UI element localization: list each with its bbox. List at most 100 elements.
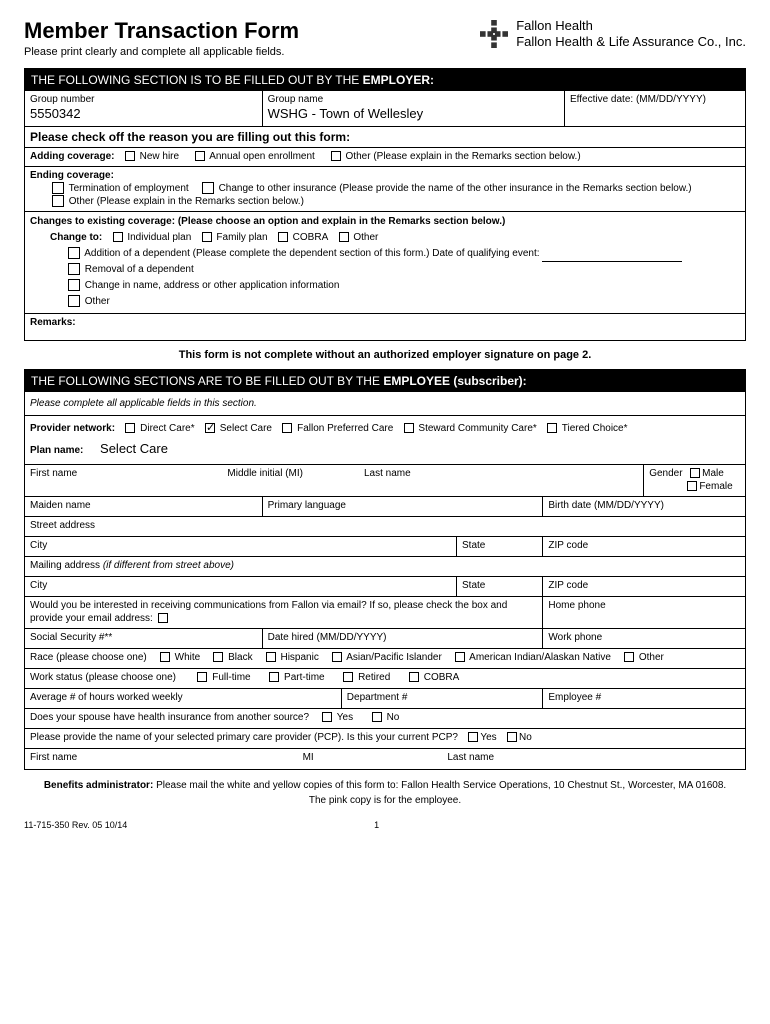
city-row-2: City State ZIP code <box>25 577 745 597</box>
checkbox-remove-dependent[interactable] <box>68 263 80 275</box>
checkbox-cobra[interactable] <box>278 232 288 242</box>
form-title: Member Transaction Form <box>24 18 299 44</box>
brand-line1: Fallon Health <box>516 18 746 34</box>
steward-label: Steward Community Care* <box>418 423 536 434</box>
fallon-logo-icon <box>480 20 508 48</box>
email-row: Would you be interested in receiving com… <box>25 597 745 629</box>
checkbox-parttime[interactable] <box>269 672 279 682</box>
checkbox-annual-enrollment[interactable] <box>195 151 205 161</box>
plan-name-label: Plan name: <box>30 445 83 456</box>
checkbox-spouse-no[interactable] <box>372 712 382 722</box>
checkbox-adding-other[interactable] <box>331 151 341 161</box>
plan-name-value[interactable]: Select Care <box>100 441 168 456</box>
employer-section-bar: THE FOLLOWING SECTION IS TO BE FILLED OU… <box>25 69 745 91</box>
name-row: First name Middle initial (MI) Last name… <box>25 465 745 497</box>
adding-label: Adding coverage: <box>30 151 114 162</box>
checkbox-steward[interactable] <box>404 423 414 433</box>
checkbox-retired[interactable] <box>343 672 353 682</box>
group-name-label: Group name <box>268 93 559 106</box>
pcp-yes-label: Yes <box>480 732 496 743</box>
checkbox-change-other[interactable] <box>339 232 349 242</box>
add-dependent-label: Addition of a dependent (Please complete… <box>84 248 539 259</box>
pcp-no-label: No <box>519 732 532 743</box>
checkbox-tiered[interactable] <box>547 423 557 433</box>
checkbox-change-insurance[interactable] <box>202 182 214 194</box>
employer-bar-prefix: THE FOLLOWING SECTION IS TO BE FILLED OU… <box>31 73 363 87</box>
date-hired-label: Date hired (MM/DD/YYYY) <box>263 629 544 648</box>
hispanic-label: Hispanic <box>280 652 318 663</box>
employer-row-1: Group number 5550342 Group name WSHG - T… <box>25 91 745 127</box>
checkbox-individual[interactable] <box>113 232 123 242</box>
work-status-label: Work status (please choose one) <box>30 672 176 683</box>
checkbox-male[interactable] <box>690 468 700 478</box>
checkbox-api[interactable] <box>332 652 342 662</box>
checkbox-new-hire[interactable] <box>125 151 135 161</box>
effective-date-value[interactable] <box>570 106 740 123</box>
checkbox-termination[interactable] <box>52 182 64 194</box>
primary-lang-label: Primary language <box>263 497 544 516</box>
reason-heading: Please check off the reason you are fill… <box>25 127 745 148</box>
checkbox-fallon-preferred[interactable] <box>282 423 292 433</box>
adding-other-label: Other (Please explain in the Remarks sec… <box>346 151 581 162</box>
checkbox-pcp-no[interactable] <box>507 732 517 742</box>
spouse-row: Does your spouse have health insurance f… <box>25 709 745 729</box>
city-label-2: City <box>25 577 457 596</box>
name-change-label: Change in name, address or other applica… <box>85 280 340 291</box>
state-label-1: State <box>457 537 543 556</box>
group-number-value[interactable]: 5550342 <box>30 106 257 123</box>
race-other-label: Other <box>639 652 664 663</box>
footer-row: 11-715-350 Rev. 05 10/14 1 <box>24 820 746 830</box>
checkbox-family[interactable] <box>202 232 212 242</box>
checkbox-pcp-yes[interactable] <box>468 732 478 742</box>
checkbox-ending-other[interactable] <box>52 195 64 207</box>
home-phone-label: Home phone <box>543 597 745 628</box>
tiered-label: Tiered Choice* <box>562 423 628 434</box>
qualifying-event-field[interactable] <box>542 251 682 262</box>
effective-date-label: Effective date: (MM/DD/YYYY) <box>570 93 740 106</box>
race-label: Race (please choose one) <box>30 652 147 663</box>
retired-label: Retired <box>358 672 390 683</box>
race-row: Race (please choose one) White Black His… <box>25 649 745 669</box>
avg-hours-label: Average # of hours worked weekly <box>25 689 342 708</box>
mi-label: Middle initial (MI) <box>227 467 361 480</box>
form-subtitle: Please print clearly and complete all ap… <box>24 46 299 58</box>
provider-label: Provider network: <box>30 423 115 434</box>
checkbox-changes-other2[interactable] <box>68 295 80 307</box>
pcp-first-label: First name <box>30 751 300 764</box>
direct-care-label: Direct Care* <box>140 423 194 434</box>
brand-line2: Fallon Health & Life Assurance Co., Inc. <box>516 34 746 50</box>
footer-text: Benefits administrator: Please mail the … <box>24 778 746 808</box>
employee-intro-row: Please complete all applicable fields in… <box>25 392 745 416</box>
select-care-label: Select Care <box>220 423 272 434</box>
group-name-value[interactable]: WSHG - Town of Wellesley <box>268 106 559 123</box>
parttime-label: Part-time <box>284 672 325 683</box>
checkbox-select-care[interactable] <box>205 423 215 433</box>
checkbox-fulltime[interactable] <box>197 672 207 682</box>
remarks-label: Remarks: <box>30 317 76 328</box>
employee-section-bar: THE FOLLOWING SECTIONS ARE TO BE FILLED … <box>25 370 745 392</box>
checkbox-add-dependent[interactable] <box>68 247 80 259</box>
brand-text: Fallon Health Fallon Health & Life Assur… <box>516 18 746 49</box>
checkbox-spouse-yes[interactable] <box>322 712 332 722</box>
change-insurance-label: Change to other insurance (Please provid… <box>219 183 692 194</box>
checkbox-email-optin[interactable] <box>158 613 168 623</box>
checkbox-direct-care[interactable] <box>125 423 135 433</box>
checkbox-hispanic[interactable] <box>266 652 276 662</box>
ssn-label: Social Security #** <box>25 629 263 648</box>
work-status-row: Work status (please choose one) Full-tim… <box>25 669 745 689</box>
checkbox-name-change[interactable] <box>68 279 80 291</box>
checkbox-race-other[interactable] <box>624 652 634 662</box>
city-label-1: City <box>25 537 457 556</box>
ssn-row: Social Security #** Date hired (MM/DD/YY… <box>25 629 745 649</box>
page-number: 1 <box>374 820 379 830</box>
checkbox-black[interactable] <box>213 652 223 662</box>
spouse-no-label: No <box>387 712 400 723</box>
api-label: Asian/Pacific Islander <box>346 652 442 663</box>
pink-copy-text: The pink copy is for the employee. <box>309 795 461 806</box>
male-label: Male <box>702 468 724 479</box>
checkbox-ws-cobra[interactable] <box>409 672 419 682</box>
checkbox-white[interactable] <box>160 652 170 662</box>
checkbox-female[interactable] <box>687 481 697 491</box>
header-left: Member Transaction Form Please print cle… <box>24 18 299 58</box>
checkbox-aian[interactable] <box>455 652 465 662</box>
